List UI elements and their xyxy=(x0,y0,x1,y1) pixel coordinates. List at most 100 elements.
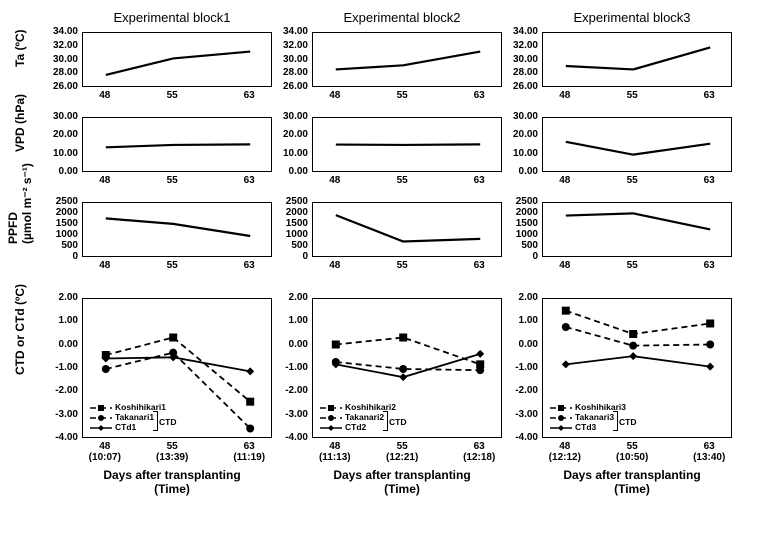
y-tick-label: 2000 xyxy=(286,207,308,218)
x-tick-label: 63 xyxy=(687,175,731,186)
y-tick-label: 28.00 xyxy=(283,67,308,78)
y-tick-label: 1000 xyxy=(516,229,538,240)
plot-vpd-block2 xyxy=(312,117,502,172)
y-tick-label: 26.00 xyxy=(283,81,308,92)
plot-ppfd-block3 xyxy=(542,202,732,257)
y-tick-label: 1000 xyxy=(56,229,78,240)
x-tick-label: 48 xyxy=(313,90,357,101)
y-tick-label: 30.00 xyxy=(53,111,78,122)
x-tick-label: 63(12:18) xyxy=(457,441,501,463)
y-tick-label: 0 xyxy=(72,251,78,262)
y-tick-label: 20.00 xyxy=(53,129,78,140)
y-tick-label: 0.00 xyxy=(519,166,538,177)
y-tick-label: 1000 xyxy=(286,229,308,240)
y-tick-label: 32.00 xyxy=(283,40,308,51)
y-tick-label: 2500 xyxy=(286,196,308,207)
x-tick-label: 63 xyxy=(457,90,501,101)
x-tick-label: 48 xyxy=(83,90,127,101)
y-tick-label: 0.00 xyxy=(519,339,538,350)
y-tick-label: 0.00 xyxy=(289,339,308,350)
x-tick-label: 55 xyxy=(610,175,654,186)
x-tick-label: 48 xyxy=(543,175,587,186)
figure-panel-grid: Experimental block1 Experimental block2 Ex… xyxy=(10,10,759,534)
y-tick-label: -3.00 xyxy=(55,409,78,420)
y-tick-label: 30.00 xyxy=(513,54,538,65)
column-title: Experimental block3 xyxy=(537,10,727,25)
plot-ta-block1 xyxy=(82,32,272,87)
ctd-bracket-label: CTD xyxy=(159,417,176,427)
x-tick-label: 55 xyxy=(610,260,654,271)
y-tick-label: 1500 xyxy=(286,218,308,229)
y-tick-label: 20.00 xyxy=(283,129,308,140)
x-axis-title: Days after transplanting(Time) xyxy=(77,468,267,496)
plot-ta-block3 xyxy=(542,32,732,87)
y-tick-label: 500 xyxy=(291,240,308,251)
x-axis-title: Days after transplanting(Time) xyxy=(307,468,497,496)
x-tick-label: 55 xyxy=(380,260,424,271)
y-tick-label: 2500 xyxy=(56,196,78,207)
y-tick-label: 28.00 xyxy=(513,67,538,78)
x-tick-label: 48 xyxy=(83,175,127,186)
y-axis-label: VPD (hPa) xyxy=(13,136,27,152)
y-tick-label: -4.00 xyxy=(55,432,78,443)
y-tick-label: 1.00 xyxy=(289,315,308,326)
y-tick-label: 0.00 xyxy=(289,166,308,177)
x-tick-label: 63 xyxy=(687,260,731,271)
y-tick-label: 32.00 xyxy=(513,40,538,51)
y-tick-label: 30.00 xyxy=(283,54,308,65)
y-tick-label: 34.00 xyxy=(283,26,308,37)
x-tick-label: 48 xyxy=(83,260,127,271)
y-tick-label: 2.00 xyxy=(289,292,308,303)
y-tick-label: 30.00 xyxy=(53,54,78,65)
x-axis-title: Days after transplanting(Time) xyxy=(537,468,727,496)
y-tick-label: 2500 xyxy=(516,196,538,207)
x-tick-label: 55 xyxy=(150,90,194,101)
y-tick-label: -3.00 xyxy=(285,409,308,420)
plot-ctd-block2: Koshihikari2Takanari2CTd2CTD xyxy=(312,298,502,438)
x-tick-label: 48 xyxy=(313,260,357,271)
y-tick-label: -2.00 xyxy=(285,385,308,396)
y-tick-label: 1500 xyxy=(516,218,538,229)
y-tick-label: 34.00 xyxy=(53,26,78,37)
x-tick-label: 55 xyxy=(380,175,424,186)
y-axis-label: PPFD(µmol m⁻² s⁻¹) xyxy=(6,228,34,244)
column-title: Experimental block2 xyxy=(307,10,497,25)
y-tick-label: 2.00 xyxy=(59,292,78,303)
y-tick-label: -4.00 xyxy=(515,432,538,443)
x-tick-label: 48 xyxy=(543,90,587,101)
x-tick-label: 63 xyxy=(687,90,731,101)
x-tick-label: 55 xyxy=(380,90,424,101)
ctd-bracket-label: CTD xyxy=(389,417,406,427)
y-tick-label: 26.00 xyxy=(513,81,538,92)
y-tick-label: -1.00 xyxy=(285,362,308,373)
y-tick-label: 28.00 xyxy=(53,67,78,78)
y-tick-label: -2.00 xyxy=(55,385,78,396)
y-tick-label: 30.00 xyxy=(513,111,538,122)
y-tick-label: -1.00 xyxy=(515,362,538,373)
plot-ta-block2 xyxy=(312,32,502,87)
plot-ppfd-block1 xyxy=(82,202,272,257)
y-tick-label: 0 xyxy=(532,251,538,262)
y-tick-label: 500 xyxy=(61,240,78,251)
column-title: Experimental block1 xyxy=(77,10,267,25)
y-axis-label: CTD or CTd (ºC) xyxy=(13,359,27,375)
y-tick-label: -1.00 xyxy=(55,362,78,373)
y-tick-label: 10.00 xyxy=(53,148,78,159)
x-tick-label: 55 xyxy=(150,260,194,271)
y-tick-label: -3.00 xyxy=(515,409,538,420)
x-tick-label: 63 xyxy=(227,260,271,271)
y-tick-label: 0.00 xyxy=(59,339,78,350)
x-tick-label: 63(11:19) xyxy=(227,441,271,463)
plot-ctd-block1: Koshihikari1Takanari1CTd1CTD xyxy=(82,298,272,438)
x-tick-label: 55 xyxy=(150,175,194,186)
y-tick-label: 1500 xyxy=(56,218,78,229)
x-tick-label: 48(10:07) xyxy=(83,441,127,463)
y-tick-label: 10.00 xyxy=(513,148,538,159)
y-tick-label: -2.00 xyxy=(515,385,538,396)
x-tick-label: 55(10:50) xyxy=(610,441,654,463)
y-tick-label: 0.00 xyxy=(59,166,78,177)
y-axis-label: Ta (ºC) xyxy=(13,51,27,67)
y-tick-label: -4.00 xyxy=(285,432,308,443)
x-tick-label: 63 xyxy=(457,175,501,186)
x-tick-label: 63 xyxy=(227,175,271,186)
